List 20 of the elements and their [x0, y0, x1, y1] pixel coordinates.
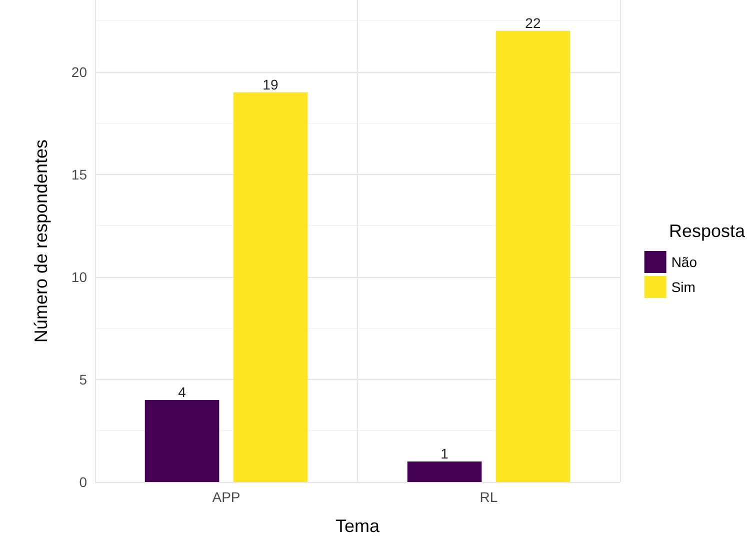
y-tick-label: 5 [79, 371, 88, 388]
legend-label: Não [671, 254, 698, 270]
bar [144, 400, 220, 482]
y-tick-label: 10 [71, 268, 88, 285]
y-tick-label: 15 [71, 166, 88, 182]
y-axis-title: Número de respondentes [31, 139, 51, 343]
bar [233, 92, 308, 482]
data-label: 22 [525, 14, 541, 31]
data-label: 19 [262, 76, 278, 92]
legend-title: Resposta [668, 221, 746, 241]
x-tick-label: APP [212, 489, 240, 505]
x-tick-label: RL [480, 489, 498, 505]
y-tick-label: 20 [71, 64, 88, 80]
y-tick-label: 0 [79, 474, 88, 490]
data-label: 4 [178, 384, 186, 400]
bar [496, 30, 570, 482]
data-label: 1 [440, 445, 449, 462]
legend-label: Sim [671, 279, 696, 295]
bar [407, 461, 482, 482]
x-axis-title: Tema [335, 516, 380, 536]
